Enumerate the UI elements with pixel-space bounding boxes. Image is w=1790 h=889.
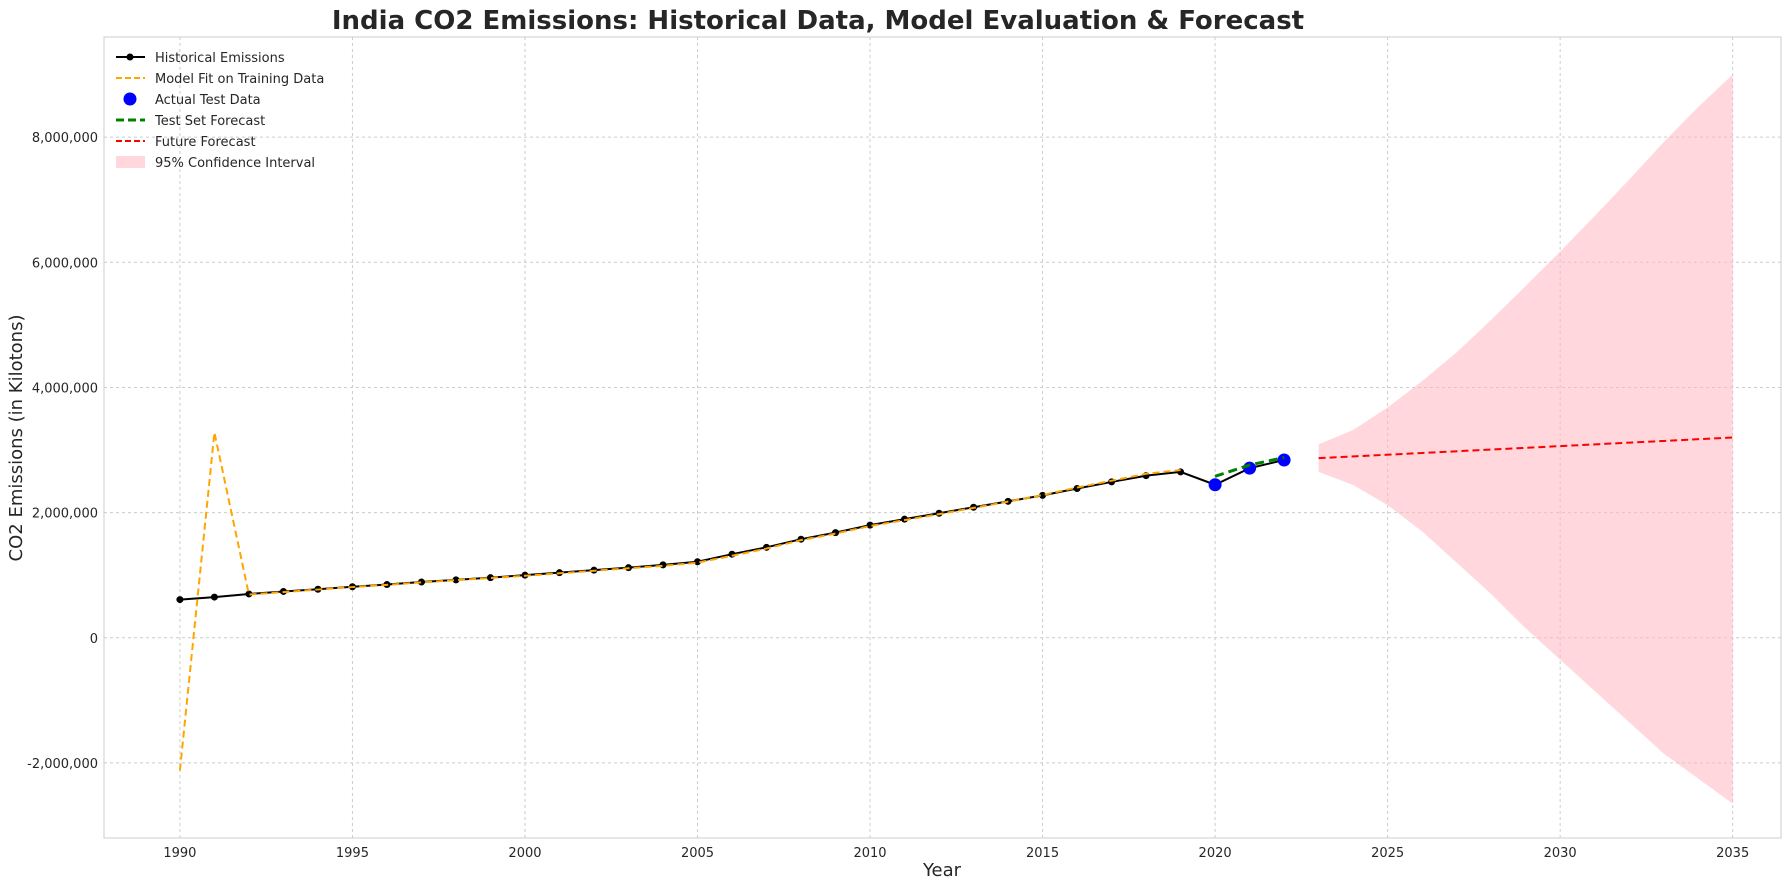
legend-item-actual-test-data: Actual Test Data bbox=[123, 92, 261, 108]
y-tick-label: 4,000,000 bbox=[32, 381, 98, 396]
historical-emissions-point bbox=[176, 596, 184, 604]
95-confidence-interval-band bbox=[1318, 74, 1733, 804]
x-tick-labels: 1990 1995 2000 2005 2010 2015 2020 2025 2030 2035 bbox=[163, 846, 1749, 861]
y-tick-label: 8,000,000 bbox=[32, 131, 98, 146]
y-tick-label: 6,000,000 bbox=[32, 256, 98, 271]
legend-item-historical-emissions: Historical Emissions bbox=[116, 51, 285, 66]
legend-label: Actual Test Data bbox=[155, 93, 261, 108]
legend-label: Future Forecast bbox=[155, 135, 256, 150]
x-tick-label: 2010 bbox=[853, 846, 886, 861]
legend-item-future-forecast: Future Forecast bbox=[116, 135, 256, 150]
y-axis-label: CO2 Emissions (in Kilotons) bbox=[6, 315, 27, 562]
legend-label: Test Set Forecast bbox=[154, 114, 265, 129]
x-tick-label: 2020 bbox=[1199, 846, 1232, 861]
future-forecast-line bbox=[1318, 436, 1733, 460]
legend-item-95-confidence-interval: 95% Confidence Interval bbox=[116, 156, 315, 171]
x-tick-label: 2025 bbox=[1371, 846, 1404, 861]
historical-emissions-line bbox=[179, 459, 1285, 601]
historical-emissions-point bbox=[210, 593, 218, 601]
historical-emissions-point bbox=[452, 576, 460, 584]
historical-emissions-point bbox=[832, 529, 840, 537]
x-tick-label: 2035 bbox=[1716, 846, 1749, 861]
historical-emissions-point bbox=[486, 574, 494, 582]
future-forecast-series bbox=[1318, 436, 1733, 460]
actual-test-data-series bbox=[1208, 453, 1291, 492]
x-axis-label: Year bbox=[922, 860, 962, 881]
legend: Historical Emissions Model Fit on Trainin… bbox=[116, 51, 324, 171]
test-set-forecast-series bbox=[1214, 456, 1285, 478]
historical-emissions-point bbox=[417, 578, 425, 586]
y-tick-label: 0 bbox=[90, 632, 98, 647]
x-tick-label: 2000 bbox=[508, 846, 541, 861]
legend-label: Historical Emissions bbox=[155, 51, 285, 66]
series-layer bbox=[176, 432, 1733, 771]
historical-emissions-point bbox=[1039, 491, 1047, 499]
historical-emissions-point bbox=[694, 558, 702, 566]
legend-label: Model Fit on Training Data bbox=[155, 72, 324, 87]
historical-emissions-point bbox=[1073, 485, 1081, 493]
x-tick-label: 2015 bbox=[1026, 846, 1059, 861]
legend-label: 95% Confidence Interval bbox=[155, 156, 315, 171]
legend-marker bbox=[126, 53, 134, 61]
plot-frame bbox=[103, 36, 1782, 839]
actual-test-data-point bbox=[1277, 453, 1291, 467]
model-fit-on-training-data-series bbox=[178, 432, 1181, 771]
historical-emissions-point bbox=[866, 521, 874, 529]
test-set-forecast-line bbox=[1214, 456, 1285, 478]
actual-test-data-point bbox=[1208, 478, 1222, 492]
confidence-band-layer bbox=[1318, 74, 1733, 804]
historical-emissions-point bbox=[245, 590, 253, 598]
y-tick-labels: -2,000,000 0 2,000,000 4,000,000 6,000,000 8,… bbox=[27, 131, 98, 772]
legend-swatch bbox=[123, 92, 137, 106]
x-tick-label: 2005 bbox=[681, 846, 714, 861]
legend-item-model-fit-on-training-data: Model Fit on Training Data bbox=[116, 72, 324, 87]
historical-emissions-point bbox=[659, 561, 667, 569]
x-tick-label: 1990 bbox=[163, 846, 196, 861]
legend-item-test-set-forecast: Test Set Forecast bbox=[116, 114, 265, 129]
x-tick-label: 1995 bbox=[336, 846, 369, 861]
x-tick-label: 2030 bbox=[1544, 846, 1577, 861]
model-fit-on-training-data-line bbox=[178, 432, 1181, 771]
chart-title: India CO2 Emissions: Historical Data, Mo… bbox=[332, 6, 1304, 36]
legend-swatch bbox=[116, 156, 145, 168]
y-tick-label: 2,000,000 bbox=[32, 507, 98, 522]
y-tick-label: -2,000,000 bbox=[27, 757, 98, 772]
